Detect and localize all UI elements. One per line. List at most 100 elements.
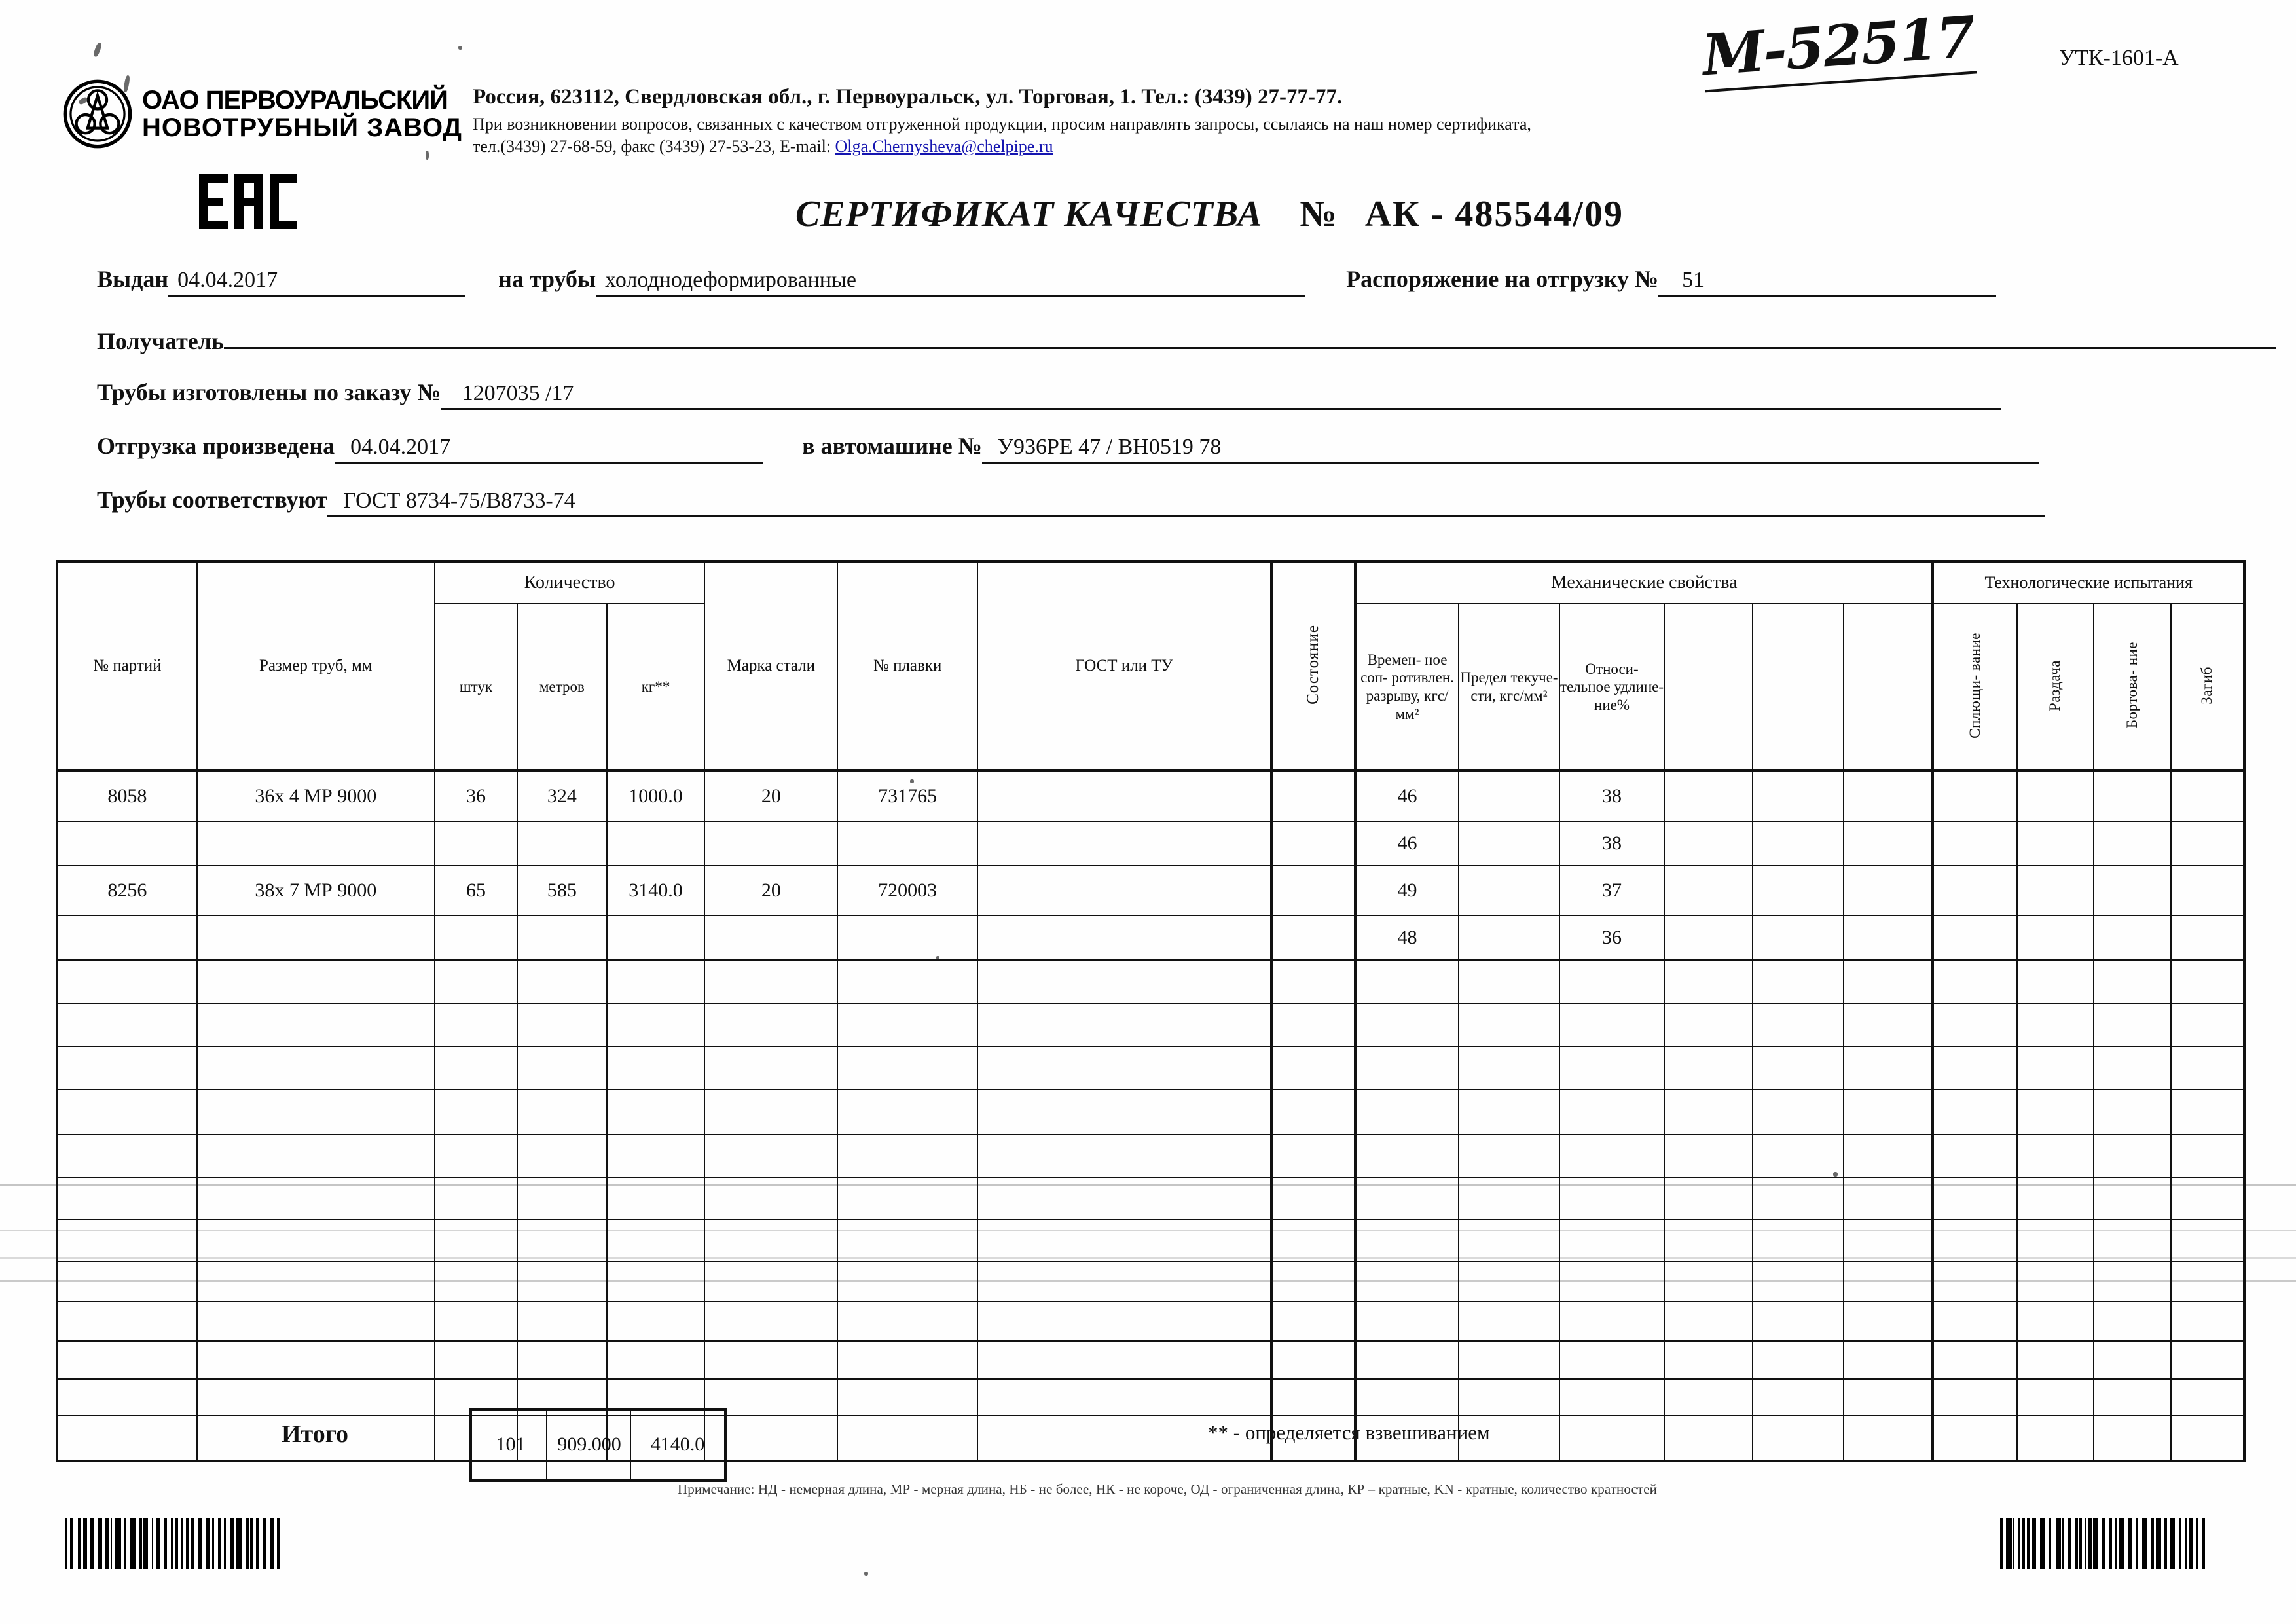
cell-blank2 [1751, 1378, 1844, 1416]
cell-expansion [2016, 1340, 2095, 1380]
shipping-order-value[interactable]: 51 [1658, 268, 1997, 297]
th-expansion: Раздача [2016, 603, 2095, 771]
cell-yield [1458, 1219, 1560, 1262]
table-row [56, 959, 2246, 1004]
standard-label: Трубы соответствуют [97, 487, 328, 513]
cell-meters [516, 959, 608, 1004]
issued-label: Выдан [97, 266, 169, 292]
cell-heat_no [837, 1134, 978, 1178]
page-title: СЕРТИФИКАТ КАЧЕСТВА № АК - 485544/09 [795, 193, 1624, 235]
pipes-type-value[interactable]: холоднодеформированные [596, 268, 1306, 297]
cell-blank3 [1842, 1134, 1935, 1178]
cell-kg [606, 959, 706, 1004]
cell-heat_no [837, 1415, 978, 1462]
cell-flanging [2093, 1219, 2172, 1262]
cell-tensile [1354, 1378, 1460, 1416]
th-blank2 [1751, 603, 1844, 771]
th-flattening: Сплющи- вание [1931, 603, 2018, 771]
th-group-technological: Технологические испытания [1931, 560, 2246, 604]
cell-flanging [2093, 1340, 2172, 1380]
vehicle-label: в автомашине № [802, 433, 982, 459]
cell-yield [1458, 1134, 1560, 1178]
cell-kg [606, 821, 706, 866]
cell-expansion [2016, 1046, 2095, 1090]
totals-pieces: 101 [469, 1408, 549, 1482]
table-row [56, 1046, 2246, 1090]
cell-bending [2170, 1340, 2246, 1380]
cell-blank1 [1664, 1046, 1753, 1090]
cell-steel_grade [704, 1177, 839, 1220]
th-heat-no: № плавки [837, 560, 978, 771]
cell-blank3 [1842, 769, 1935, 822]
recipient-value[interactable] [224, 345, 2276, 349]
cell-gost_tu [977, 1134, 1272, 1178]
cell-bending [2170, 1003, 2246, 1047]
cell-bending [2170, 959, 2246, 1004]
cell-blank1 [1664, 865, 1753, 916]
cell-pieces [433, 821, 518, 866]
form-code-label: УТК-1601-А [2059, 46, 2179, 70]
cell-kg [606, 1261, 706, 1302]
cell-blank1 [1664, 959, 1753, 1004]
cell-batch: 8058 [56, 769, 198, 822]
cell-gost_tu [977, 1219, 1272, 1262]
cell-meters [516, 1340, 608, 1380]
scan-artifact-line [0, 1280, 2296, 1282]
cell-heat_no [837, 1177, 978, 1220]
table-row [56, 1219, 2246, 1262]
totals-meters: 909.000 [546, 1408, 631, 1482]
email-link[interactable]: Olga.Chernysheva@chelpipe.ru [835, 137, 1053, 157]
cell-state [1269, 769, 1357, 822]
cell-elongation [1558, 1046, 1666, 1090]
cell-blank2 [1751, 1134, 1844, 1178]
cell-yield [1458, 1046, 1560, 1090]
cell-gost_tu [977, 1340, 1272, 1380]
cell-flanging [2093, 769, 2172, 822]
title-number-value: АК - 485544/09 [1364, 194, 1624, 234]
cell-pieces [433, 1134, 518, 1178]
cell-size [196, 1415, 435, 1462]
cell-bending [2170, 1301, 2246, 1342]
scan-speck [936, 956, 939, 959]
th-size: Размер труб, мм [196, 560, 435, 771]
barcode-left [65, 1518, 282, 1569]
cell-meters: 324 [516, 769, 608, 822]
cell-expansion [2016, 1261, 2095, 1302]
cell-heat_no: 720003 [837, 865, 978, 916]
cell-bending [2170, 821, 2246, 866]
cell-batch [56, 1089, 198, 1135]
table-row [56, 1378, 2246, 1416]
cell-blank3 [1842, 959, 1935, 1004]
cell-steel_grade [704, 1261, 839, 1302]
order-value[interactable]: 1207035 /17 [441, 381, 2001, 410]
vehicle-value[interactable]: У936РЕ 47 / ВН0519 78 [981, 435, 2039, 464]
company-name: ОАО ПЕРВОУРАЛЬСКИЙ НОВОТРУБНЫЙ ЗАВОД [142, 86, 462, 141]
cell-gost_tu [977, 865, 1272, 916]
cell-elongation: 36 [1558, 915, 1666, 961]
cell-heat_no [837, 959, 978, 1004]
standard-value[interactable]: ГОСТ 8734-75/В8733-74 [327, 489, 2046, 517]
shipment-label: Отгрузка произведена [97, 433, 335, 459]
cell-flattening [1931, 865, 2018, 916]
cell-pieces [433, 915, 518, 961]
issued-value[interactable]: 04.04.2017 [168, 268, 466, 297]
cell-yield [1458, 1415, 1560, 1462]
cell-flanging [2093, 1378, 2172, 1416]
cell-batch [56, 1261, 198, 1302]
cell-flattening [1931, 1134, 2018, 1178]
cell-flanging [2093, 1003, 2172, 1047]
th-batch: № партий [56, 560, 198, 771]
cell-size [196, 821, 435, 866]
cell-heat_no [837, 1089, 978, 1135]
cell-expansion [2016, 865, 2095, 916]
cell-steel_grade: 20 [704, 865, 839, 916]
cell-kg: 1000.0 [606, 769, 706, 822]
scan-artifact-line [0, 1230, 2296, 1231]
cell-pieces [433, 1219, 518, 1262]
cell-batch [56, 1301, 198, 1342]
shipment-date-value[interactable]: 04.04.2017 [335, 435, 763, 464]
th-gost-tu: ГОСТ или ТУ [977, 560, 1272, 771]
cell-flattening [1931, 1340, 2018, 1380]
cell-elongation [1558, 1219, 1666, 1262]
